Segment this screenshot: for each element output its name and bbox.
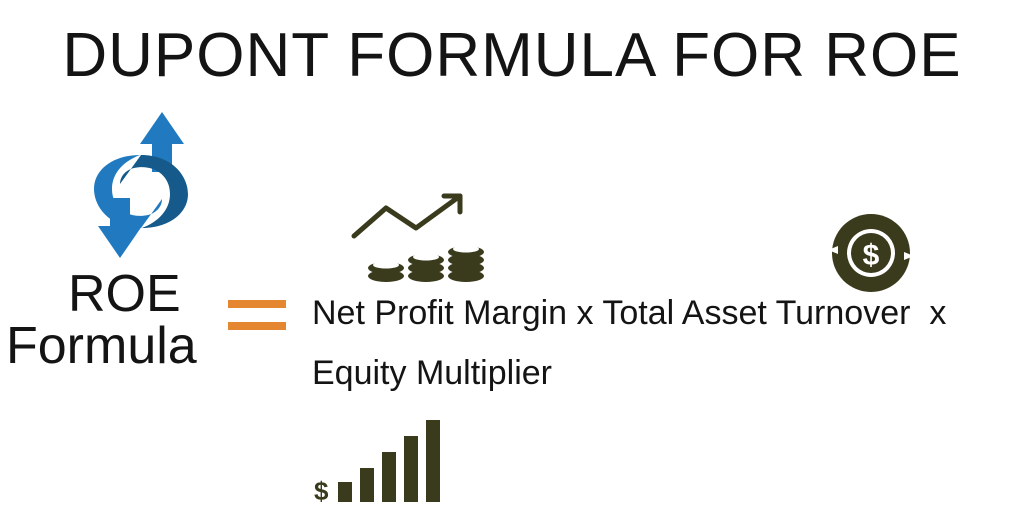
money-exchange-icon: $	[76, 110, 206, 260]
equals-bar-bottom	[228, 322, 286, 330]
svg-text:$: $	[314, 476, 329, 506]
term-equity-multiplier: Equity Multiplier	[312, 354, 552, 392]
equals-bar-top	[228, 300, 286, 308]
roe-label-line2: Formula	[6, 316, 197, 376]
coins-trend-icon	[348, 190, 508, 288]
roe-label-line1: ROE	[68, 264, 181, 324]
growth-bars-icon: $	[300, 410, 460, 510]
page-title: DUPONT FORMULA FOR ROE	[0, 20, 1024, 91]
multiply-1: x	[577, 294, 594, 332]
multiply-2: x	[929, 294, 946, 332]
dollar-badge-icon: $	[830, 212, 912, 294]
formula-line-1: Net Profit Margin x Total Asset Turnover…	[312, 294, 946, 333]
svg-text:$: $	[129, 165, 153, 214]
term-total-asset-turnover: Total Asset Turnover	[602, 294, 910, 332]
formula-line-2: Equity Multiplier	[312, 354, 552, 393]
term-net-profit-margin: Net Profit Margin	[312, 294, 567, 332]
equals-sign	[228, 300, 286, 330]
svg-text:$: $	[863, 239, 880, 272]
